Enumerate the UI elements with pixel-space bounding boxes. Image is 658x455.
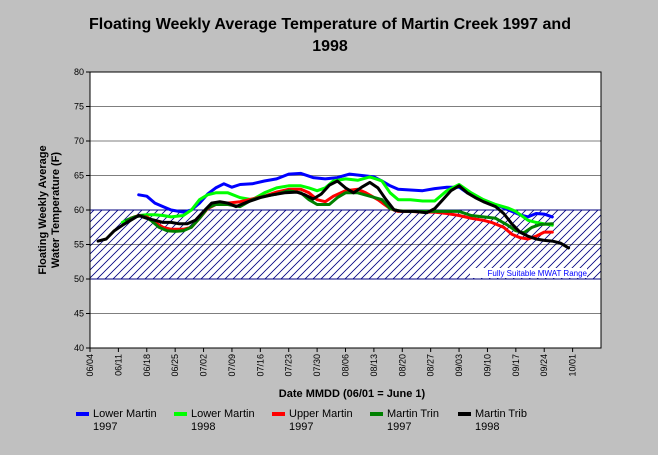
x-tick-label: 06/04 — [85, 354, 95, 377]
legend-swatch — [458, 412, 471, 416]
legend-swatch — [174, 412, 187, 416]
mwat-range-label-bg — [470, 268, 587, 278]
y-tick-label: 75 — [74, 102, 84, 112]
x-tick-label: 07/02 — [199, 354, 209, 377]
y-tick-label: 45 — [74, 309, 84, 319]
y-axis-title: Floating Weekly AverageWater Temperature… — [37, 145, 62, 274]
y-tick-label: 65 — [74, 171, 84, 181]
x-tick-label: 08/13 — [369, 354, 379, 377]
legend-label: Lower Martin 1997 — [93, 408, 157, 433]
x-tick-label: 07/16 — [255, 354, 265, 377]
x-tick-label: 06/18 — [142, 354, 152, 377]
legend-swatch — [272, 412, 285, 416]
x-tick-label: 09/17 — [511, 354, 521, 377]
y-tick-label: 60 — [74, 205, 84, 215]
legend-label: Upper Martin 1997 — [289, 408, 353, 433]
y-tick-label: 70 — [74, 136, 84, 146]
y-tick-label: 40 — [74, 343, 84, 353]
x-tick-label: 08/20 — [397, 354, 407, 377]
legend-label: Martin Trin 1997 — [387, 408, 439, 433]
chart-title: Floating Weekly Average Temperature of M… — [89, 16, 571, 55]
mwat-range-label: Fully Suitable MWAT Range — [488, 269, 588, 278]
x-tick-label: 07/23 — [284, 354, 294, 377]
series-line-5 — [96, 179, 571, 250]
x-tick-label: 09/24 — [539, 354, 549, 377]
x-tick-label: 09/03 — [454, 354, 464, 377]
legend-label: Lower Martin 1998 — [191, 408, 255, 433]
x-tick-label: 09/10 — [482, 354, 492, 377]
y-tick-label: 80 — [74, 67, 84, 77]
x-tick-label: 07/09 — [227, 354, 237, 377]
y-tick-label: 50 — [74, 274, 84, 284]
x-axis-title: Date MMDD (06/01 = June 1) — [279, 388, 426, 400]
x-tick-label: 10/01 — [568, 354, 578, 377]
series-line-4 — [125, 189, 554, 235]
x-tick-label: 06/11 — [113, 354, 123, 376]
x-tick-label: 07/30 — [312, 354, 322, 377]
x-tick-label: 06/25 — [170, 354, 180, 377]
x-tick-label: 08/27 — [426, 354, 436, 377]
legend-label: Martin Trib 1998 — [475, 408, 527, 433]
legend-swatch — [76, 412, 89, 416]
x-tick-label: 08/06 — [341, 354, 351, 377]
legend-swatch — [370, 412, 383, 416]
y-tick-label: 55 — [74, 240, 84, 250]
